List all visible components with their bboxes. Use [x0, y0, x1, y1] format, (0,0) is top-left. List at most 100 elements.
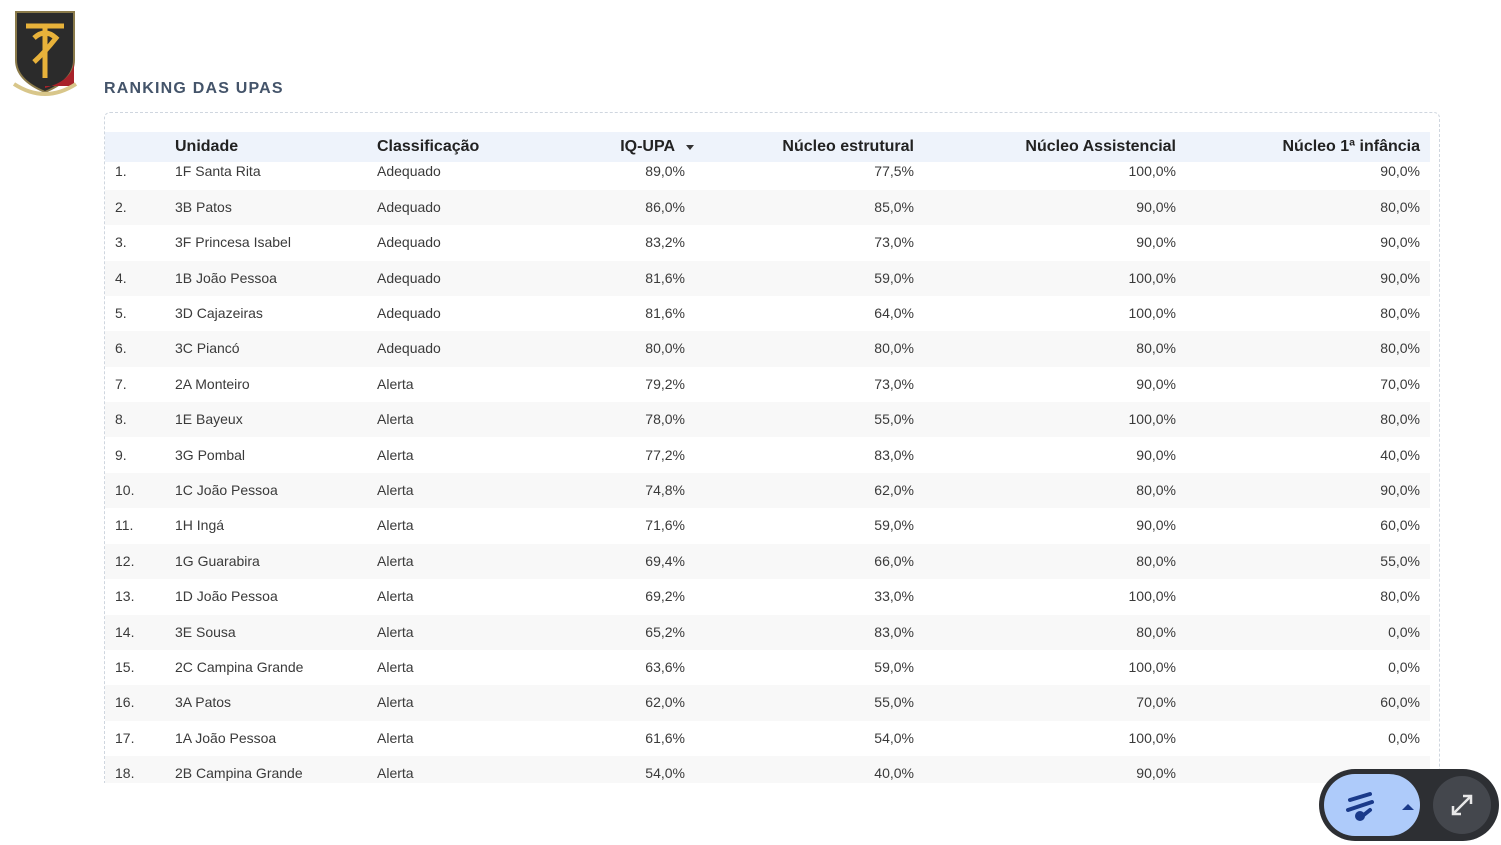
cell: 3D Cajazeiras — [175, 304, 263, 321]
table-row: 2. 3B Patos Adequado 86,0% 85,0% 90,0% 80,0% — [105, 189, 1430, 226]
cell: 62,0% — [645, 694, 685, 711]
cell: 15. — [115, 658, 135, 675]
cell: 11. — [115, 517, 134, 534]
cell: 54,0% — [645, 765, 685, 782]
column-header: IQ-UPA — [620, 138, 675, 155]
cell: 59,0% — [874, 269, 914, 286]
expand-button[interactable] — [1433, 776, 1491, 834]
cell: 3G Pombal — [175, 446, 246, 463]
cell: 0,0% — [1388, 623, 1420, 640]
cell: 90,0% — [1136, 198, 1176, 215]
cell: 18. — [115, 765, 135, 782]
cell: 17. — [115, 729, 135, 746]
cell: Alerta — [377, 765, 414, 782]
table-row: 14. 3E Sousa Alerta 65,2% 83,0% 80,0% 0,0% — [105, 614, 1430, 650]
cell: 83,0% — [874, 446, 914, 463]
cell: 2A Monteiro — [175, 375, 250, 392]
table-row: 10. 1C João Pessoa Alerta 74,8% 62,0% 80,0% 90… — [105, 472, 1430, 509]
table-row: 18. 2B Campina Grande Alerta 54,0% 40,0% 90,0… — [105, 756, 1430, 783]
logo — [12, 11, 78, 96]
table-row: 13. 1D João Pessoa Alerta 69,2% 33,0% 100,0% 8… — [105, 579, 1430, 615]
cell: 100,0% — [1128, 163, 1176, 180]
cell: 3C Piancó — [175, 340, 240, 357]
cell: 83,0% — [874, 623, 914, 640]
cell: 69,2% — [645, 588, 685, 605]
cell: 61,6% — [645, 729, 685, 746]
cell: 59,0% — [874, 658, 914, 675]
cell: 1F Santa Rita — [175, 163, 261, 180]
cell: 7. — [115, 375, 127, 392]
cell: 9. — [115, 446, 127, 463]
cell: 90,0% — [1380, 269, 1420, 286]
cell: Alerta — [377, 552, 414, 569]
table-row: 17. 1A João Pessoa Alerta 61,6% 54,0% 100,0% 0… — [105, 720, 1430, 757]
cell: 90,0% — [1136, 375, 1176, 392]
cell: 90,0% — [1136, 446, 1176, 463]
cell: 6. — [115, 340, 127, 357]
table-row: 7. 2A Monteiro Alerta 79,2% 73,0% 90,0% 70,0% — [105, 366, 1430, 403]
cell: 2C Campina Grande — [175, 658, 304, 675]
table-frame — [104, 112, 1440, 783]
cell: Alerta — [377, 694, 414, 711]
sort-arrow[interactable] — [685, 142, 695, 152]
table-row: 12. 1G Guarabira Alerta 69,4% 66,0% 80,0% 55,0… — [105, 543, 1430, 580]
cell: 14. — [115, 623, 135, 640]
cell: Adequado — [377, 340, 441, 357]
cell: 55,0% — [1380, 552, 1420, 569]
cell: 89,0% — [645, 163, 685, 180]
cell: 1A João Pessoa — [175, 729, 277, 746]
column-header: Núcleo 1ª infância — [1282, 138, 1420, 155]
cell: Alerta — [377, 729, 414, 746]
cell: 3A Patos — [175, 694, 232, 711]
cell: 70,0% — [1380, 375, 1420, 392]
cell: 100,0% — [1128, 304, 1176, 321]
cell: 90,0% — [1136, 234, 1176, 251]
cell: 79,2% — [645, 375, 685, 392]
cell: 63,6% — [645, 658, 685, 675]
table-row: 1. 1F Santa Rita Adequado 89,0% 77,5% 100,0% 9… — [105, 162, 1430, 190]
table-row: 5. 3D Cajazeiras Adequado 81,6% 64,0% 100,0% 8… — [105, 295, 1430, 332]
cell: 80,0% — [1136, 340, 1176, 357]
table-row: 8. 1E Bayeux Alerta 78,0% 55,0% 100,0% 80,0% — [105, 402, 1430, 438]
floating-toolbar — [1319, 769, 1499, 841]
cell: 4. — [115, 269, 127, 286]
cell: Adequado — [377, 198, 441, 215]
cell: Adequado — [377, 269, 441, 286]
cell: 54,0% — [874, 729, 914, 746]
cell: 1. — [115, 163, 127, 180]
table-row: 9. 3G Pombal Alerta 77,2% 83,0% 90,0% 40,0% — [105, 437, 1430, 473]
cell: 69,4% — [645, 552, 685, 569]
cell: 80,0% — [1380, 198, 1420, 215]
cell: 81,6% — [645, 304, 685, 321]
cell: 81,6% — [645, 269, 685, 286]
cell: 0,0% — [1388, 729, 1420, 746]
cell: 8. — [115, 411, 127, 428]
cell: 100,0% — [1128, 658, 1176, 675]
cell: 55,0% — [874, 694, 914, 711]
column-header: Classificação — [377, 138, 480, 155]
explore-button[interactable] — [1324, 774, 1420, 836]
cell: 40,0% — [874, 765, 914, 782]
cell: 90,0% — [1136, 517, 1176, 534]
cell: 80,0% — [1136, 481, 1176, 498]
cell: 77,2% — [645, 446, 685, 463]
cell: 1E Bayeux — [175, 411, 243, 428]
table-header: Unidade Classificação IQ-UPA Núcleo estrutu… — [105, 132, 1430, 162]
cell: 100,0% — [1128, 269, 1176, 286]
cell: 66,0% — [874, 552, 914, 569]
cell: 80,0% — [645, 340, 685, 357]
cell: 62,0% — [874, 481, 914, 498]
cell: 64,0% — [874, 304, 914, 321]
section-title: RANKING DAS UPAS — [104, 80, 284, 97]
cell: Alerta — [377, 481, 414, 498]
cell: 73,0% — [874, 375, 914, 392]
cell: 0,0% — [1388, 658, 1420, 675]
cell: Adequado — [377, 234, 441, 251]
table-row: 6. 3C Piancó Adequado 80,0% 80,0% 80,0% 80,0% — [105, 331, 1430, 367]
cell: 78,0% — [645, 411, 685, 428]
cell: 33,0% — [874, 588, 914, 605]
cell: 73,0% — [874, 234, 914, 251]
cell: 55,0% — [874, 411, 914, 428]
cell: 3. — [115, 234, 127, 251]
cell: 1D João Pessoa — [175, 588, 278, 605]
